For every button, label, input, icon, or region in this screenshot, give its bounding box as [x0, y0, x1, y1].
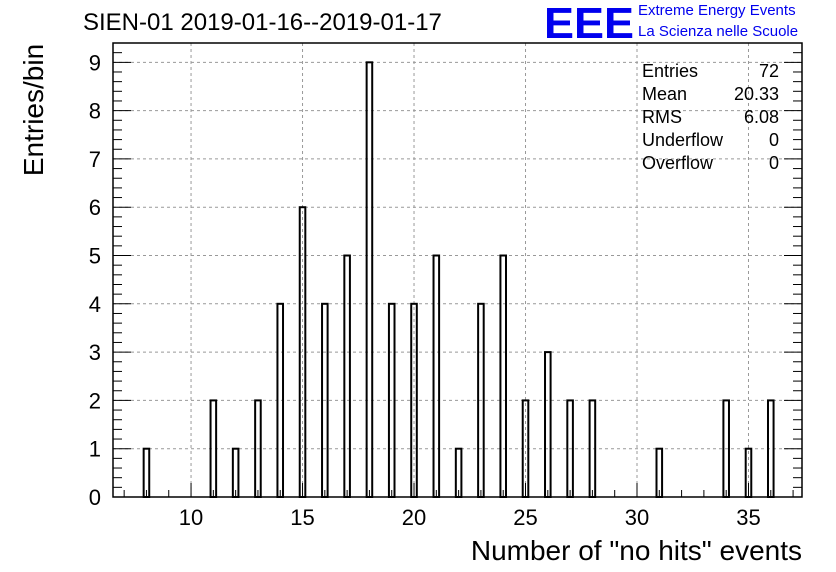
- stats-label: Mean: [642, 84, 687, 104]
- y-tick-label: 2: [89, 388, 101, 413]
- logo-text: EEE: [544, 2, 634, 42]
- y-tick-label: 5: [89, 244, 101, 269]
- histogram-bar: [588, 399, 597, 499]
- histogram-bar: [655, 447, 664, 498]
- grid: [113, 43, 802, 497]
- org-subtitle: La Scienza nelle Scuole: [638, 23, 799, 40]
- histogram-bar: [544, 351, 552, 498]
- x-tick-label: 15: [290, 505, 314, 530]
- y-tick-label: 8: [89, 99, 101, 124]
- y-tick-label: 7: [89, 147, 101, 172]
- stats-label: Entries: [642, 61, 698, 81]
- histogram-bar: [209, 399, 218, 499]
- org-name: Extreme Energy Events: [638, 2, 796, 19]
- y-tick-label: 4: [89, 292, 101, 317]
- x-tick-label: 35: [736, 505, 760, 530]
- stats-value: 0: [769, 153, 779, 173]
- stats-label: Underflow: [642, 130, 724, 150]
- x-tick-label: 25: [513, 505, 537, 530]
- chart-title: SIEN-01 2019-01-16--2019-01-17: [83, 9, 442, 36]
- x-axis-label: Number of "no hits" events: [470, 535, 802, 566]
- histogram-bar: [343, 254, 351, 498]
- histogram-bar: [365, 61, 374, 498]
- histogram-bar: [276, 302, 285, 498]
- y-tick-label: 6: [89, 195, 101, 220]
- x-tick-label: 10: [179, 505, 203, 530]
- ticks: 10 15 20 25 30 35 0 1 2 3 4 5 6 7 8 9: [89, 42, 802, 530]
- stats-value: 6.08: [744, 107, 779, 127]
- y-tick-label: 1: [89, 437, 101, 462]
- y-tick-label: 9: [89, 50, 101, 75]
- x-tick-label: 30: [625, 505, 649, 530]
- plot-frame: [112, 42, 803, 498]
- histogram-bar: [231, 447, 240, 498]
- stats-value: 20.33: [734, 84, 779, 104]
- stats-box: Entries 72 Mean 20.33 RMS 6.08 Underflow 0 Overf…: [642, 61, 779, 173]
- stats-value: 72: [759, 61, 779, 81]
- x-tick-label: 20: [402, 505, 426, 530]
- bars: [142, 61, 775, 499]
- eee-logo: EEE: [544, 2, 634, 42]
- stats-label: Overflow: [642, 153, 714, 173]
- stats-value: 0: [769, 130, 779, 150]
- y-tick-label: 0: [89, 485, 101, 510]
- stats-label: RMS: [642, 107, 682, 127]
- histogram-bar: [499, 254, 507, 498]
- y-tick-label: 3: [89, 340, 101, 365]
- histogram-bar: [432, 254, 441, 498]
- histogram-bar: [766, 399, 775, 499]
- histogram-bar: [454, 447, 463, 498]
- histogram-bar: [142, 447, 151, 498]
